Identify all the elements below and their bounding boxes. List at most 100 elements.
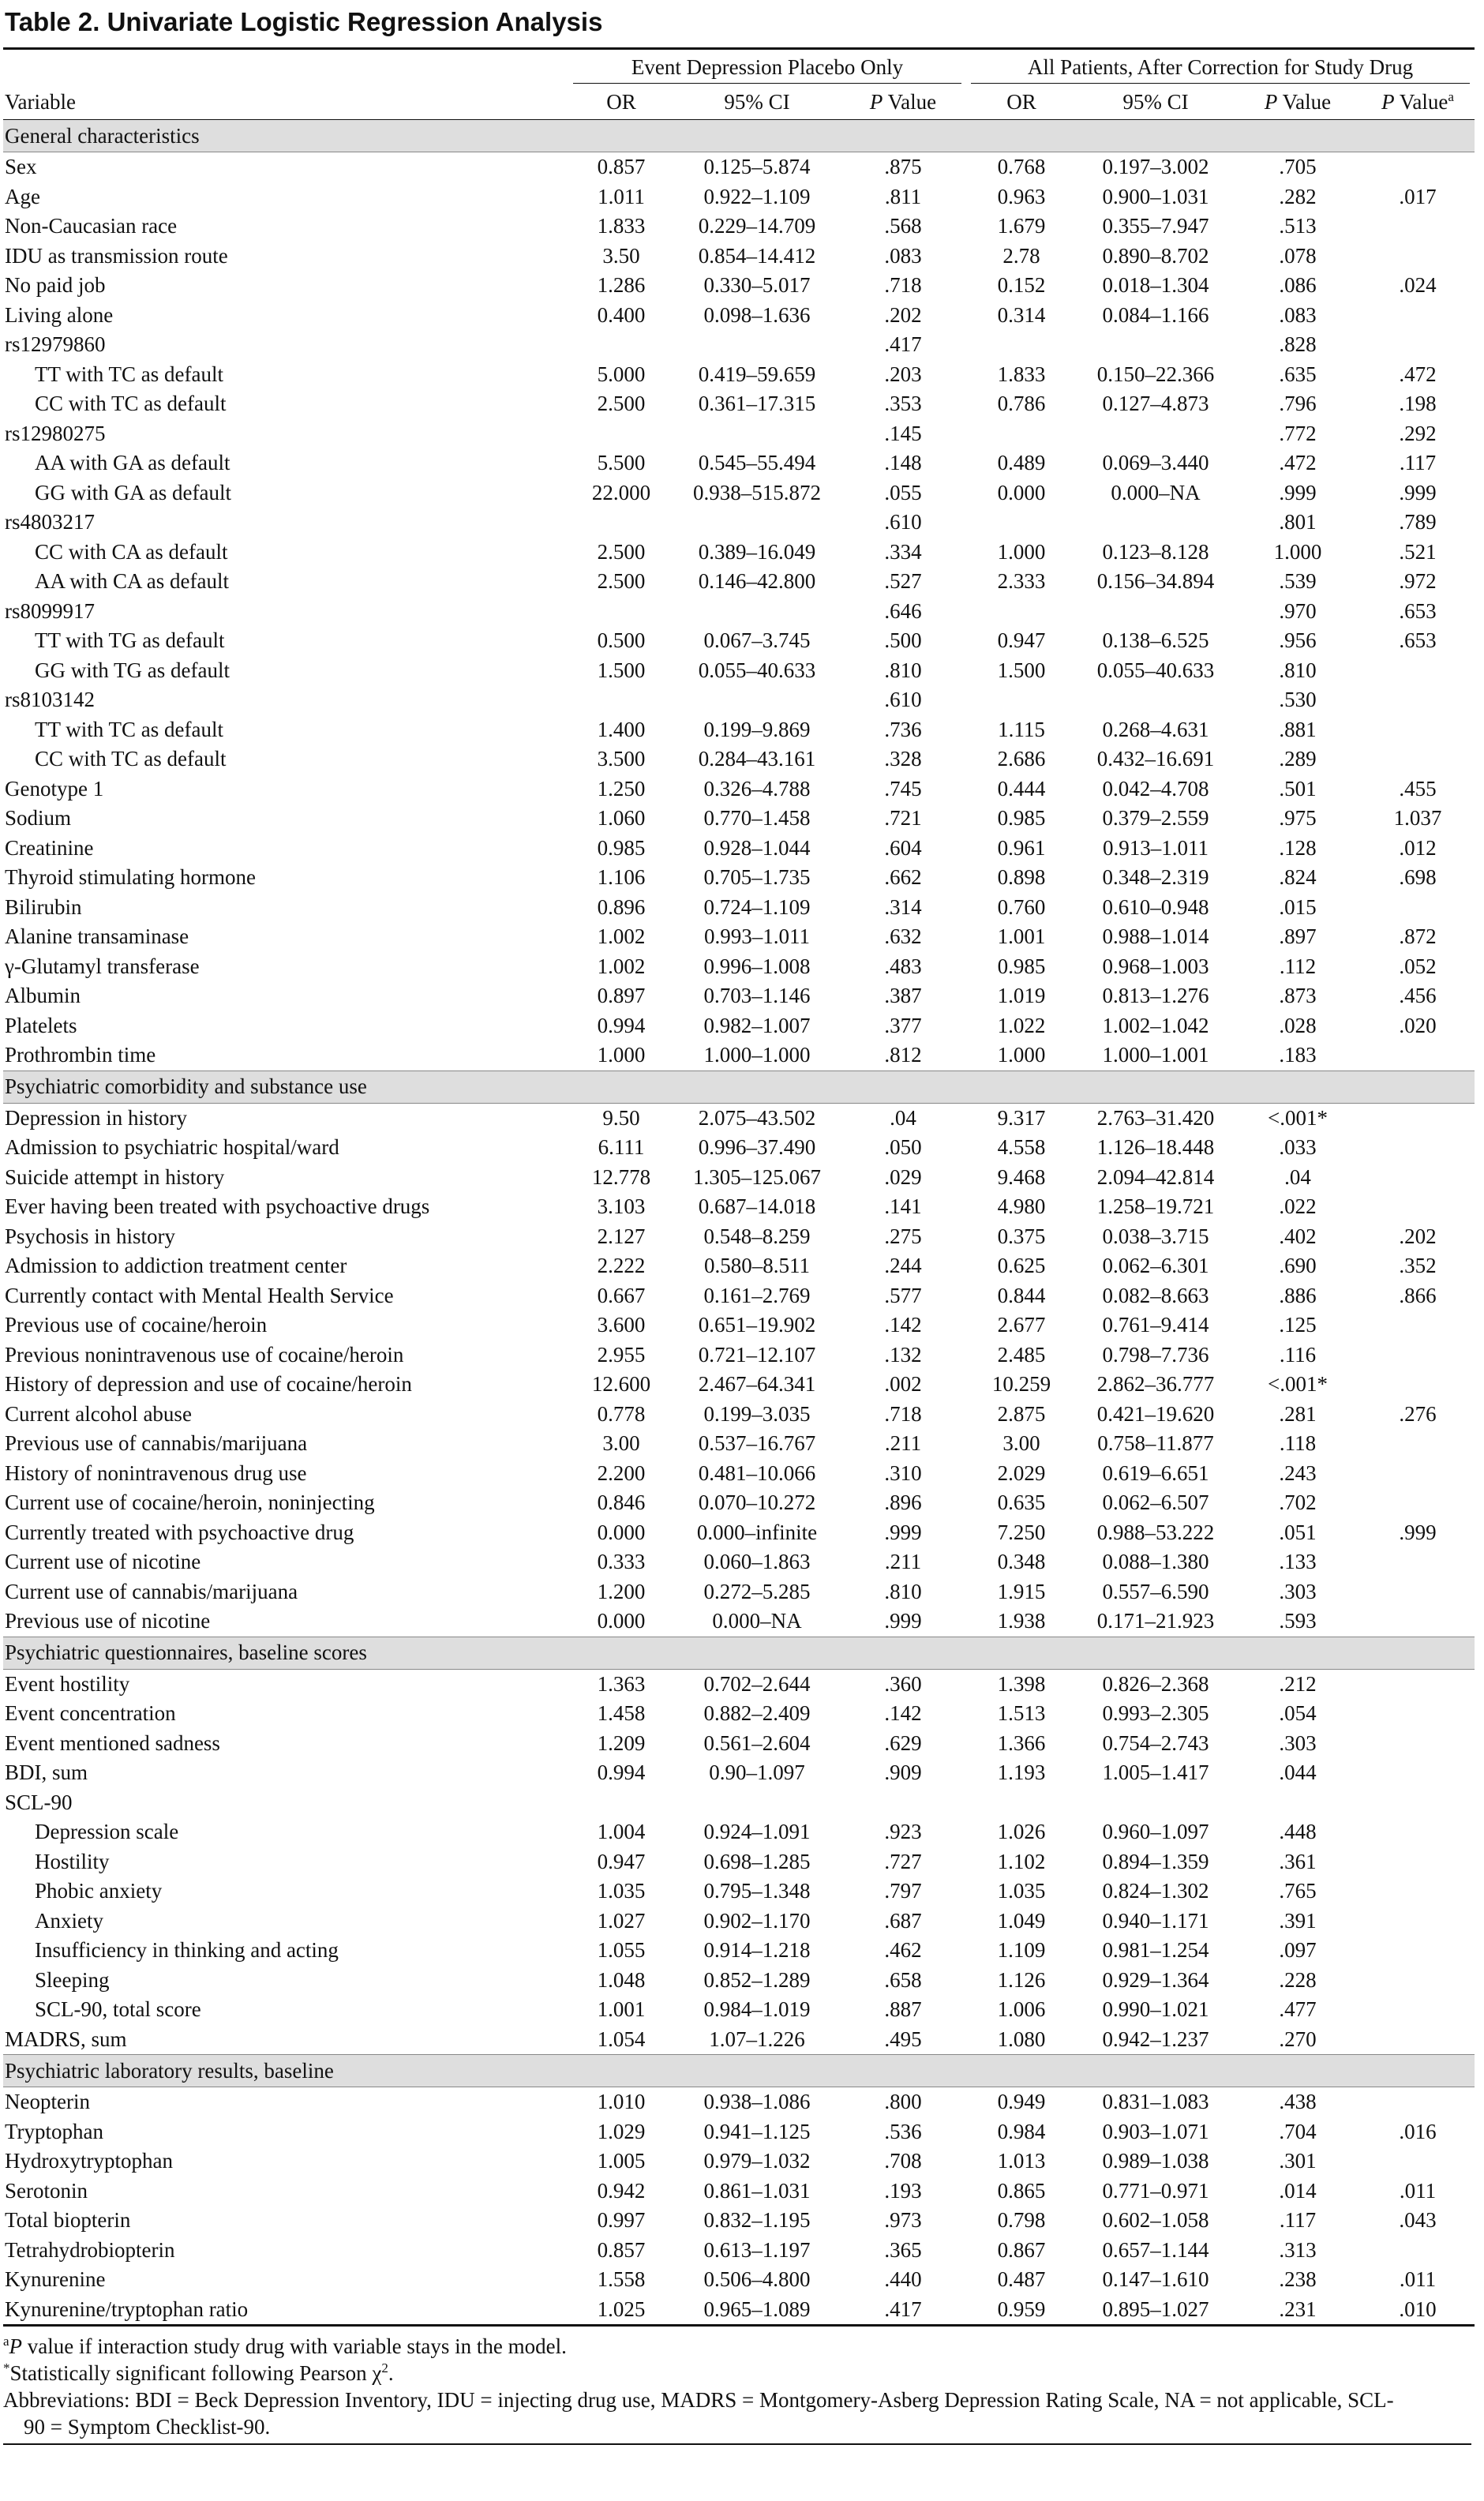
empty-cell xyxy=(1361,1488,1475,1518)
column-header: P Value xyxy=(1381,89,1448,114)
table-cell: 2.677 xyxy=(997,1313,1046,1337)
table-cell: 0.421–19.620 xyxy=(1096,1401,1215,1426)
table-row: Insufficiency in thinking and acting 1.05… xyxy=(3,1936,1475,1966)
table-cell: 0.444 xyxy=(997,776,1046,801)
table-cell: .033 xyxy=(1279,1135,1317,1160)
table-row: Event concentration 1.458 0.882–2.409 .142 1… xyxy=(3,1699,1475,1729)
table-cell: 0.548–8.259 xyxy=(703,1224,811,1248)
table-cell: 1.002 xyxy=(597,954,646,978)
table-cell: .896 xyxy=(884,1490,922,1515)
table-cell: 0.900–1.031 xyxy=(1102,184,1209,208)
table-cell: <.001* xyxy=(1268,1105,1328,1130)
table-cell: 0.635 xyxy=(997,1490,1046,1515)
data-table: Event Depression Placebo Only All Patient… xyxy=(3,50,1475,2327)
table-cell: .718 xyxy=(884,1401,922,1426)
table-cell: .128 xyxy=(1279,835,1317,860)
table-cell: .718 xyxy=(884,273,922,298)
table-cell: 0.389–16.049 xyxy=(698,539,816,564)
row-label: Event concentration xyxy=(5,1701,176,1726)
table-cell: 2.686 xyxy=(997,747,1046,771)
table-cell: .112 xyxy=(1279,954,1317,978)
table-cell: 0.330–5.017 xyxy=(703,273,811,298)
table-cell: .387 xyxy=(884,984,922,1008)
empty-cell xyxy=(1361,1788,1475,1818)
table-cell: 2.200 xyxy=(597,1460,646,1485)
table-row: rs4803217 .610 .801 .789 xyxy=(3,508,1475,538)
table-cell: 1.035 xyxy=(997,1879,1046,1903)
table-cell: .698 xyxy=(1399,865,1437,890)
table-cell: 0.545–55.494 xyxy=(698,451,816,475)
table-row: rs8103142 .610 .530 xyxy=(3,685,1475,715)
table-cell: .132 xyxy=(884,1342,922,1367)
table-row: No paid job 1.286 0.330–5.017 .718 0.152 0.01… xyxy=(3,271,1475,301)
table-cell: .203 xyxy=(884,362,922,386)
table-cell: .999 xyxy=(1399,480,1437,504)
table-cell: .212 xyxy=(1279,1671,1317,1696)
table-cell: .705 xyxy=(1279,155,1317,179)
table-row: History of nonintravenous drug use 2.200 0… xyxy=(3,1459,1475,1489)
table-cell: .402 xyxy=(1279,1224,1317,1248)
empty-cell xyxy=(966,1788,1077,1818)
table-cell: 0.902–1.170 xyxy=(703,1908,811,1933)
table-cell: 0.985 xyxy=(597,835,646,860)
row-label: Kynurenine xyxy=(5,2267,106,2292)
row-label: Hostility xyxy=(35,1849,110,1873)
table-cell: 0.171–21.923 xyxy=(1096,1609,1215,1633)
row-label: Psychosis in history xyxy=(5,1224,176,1248)
empty-cell xyxy=(674,419,840,449)
table-cell: 1.000 xyxy=(597,1043,646,1067)
table-cell: .472 xyxy=(1279,451,1317,475)
table-cell: .881 xyxy=(1279,717,1317,741)
table-cell: 0.993–2.305 xyxy=(1102,1701,1209,1726)
table-cell: .238 xyxy=(1279,2267,1317,2292)
table-cell: 2.862–36.777 xyxy=(1096,1372,1215,1397)
table-cell: 1.000–1.001 xyxy=(1102,1043,1209,1067)
empty-cell xyxy=(568,597,674,627)
column-header: P Value xyxy=(1264,89,1332,114)
table-cell: 0.984–1.019 xyxy=(703,1997,811,2022)
table-cell: .456 xyxy=(1399,984,1437,1008)
table-cell: 0.038–3.715 xyxy=(1102,1224,1209,1248)
table-cell: 0.996–1.008 xyxy=(703,954,811,978)
row-label: SCL-90, total score xyxy=(35,1997,201,2022)
table-cell: 0.90–1.097 xyxy=(709,1760,805,1785)
table-cell: 0.481–10.066 xyxy=(698,1460,816,1485)
table-cell: .017 xyxy=(1399,184,1437,208)
table-cell: .328 xyxy=(884,747,922,771)
row-label: Kynurenine/tryptophan ratio xyxy=(3,2294,568,2327)
group-cell: All Patients, After Correction for Study… xyxy=(966,50,1475,84)
row-label: TT with TC as default xyxy=(35,717,223,741)
table-cell: 0.993–1.011 xyxy=(704,924,810,949)
row-label: Creatinine xyxy=(5,835,94,860)
table-cell: .276 xyxy=(1399,1401,1437,1426)
table-cell: 0.229–14.709 xyxy=(698,214,816,238)
row-label: Event mentioned sadness xyxy=(5,1730,220,1755)
table-cell: 1.029 xyxy=(597,2119,646,2143)
table-cell: .690 xyxy=(1279,1254,1317,1278)
group-header: All Patients, After Correction for Study… xyxy=(971,51,1471,84)
table-cell: 4.980 xyxy=(997,1194,1046,1219)
empty-cell xyxy=(1361,1936,1475,1966)
table-cell: .044 xyxy=(1279,1760,1317,1785)
row-label: Previous use of nicotine xyxy=(5,1609,211,1633)
row-label: No paid job xyxy=(5,273,106,298)
table-cell: 0.894–1.359 xyxy=(1102,1849,1209,1873)
table-cell: 1.005 xyxy=(597,2149,646,2173)
table-cell: .04 xyxy=(890,1105,916,1130)
table-cell: 0.798 xyxy=(997,2208,1046,2233)
table-row: GG with TG as default 1.500 0.055–40.633 .8… xyxy=(3,656,1475,686)
table-cell: 1.938 xyxy=(997,1609,1046,1633)
row-label: Current use of cocaine/heroin, noninject… xyxy=(5,1490,375,1515)
table-cell: 0.795–1.348 xyxy=(703,1879,811,1903)
group-cell: Event Depression Placebo Only xyxy=(568,50,966,84)
table-row: Depression scale 1.004 0.924–1.091 .923 1.02… xyxy=(3,1817,1475,1847)
table-cell: 0.314 xyxy=(997,302,1046,327)
table-cell: 1.026 xyxy=(997,1820,1046,1844)
table-cell: 0.857 xyxy=(597,2237,646,2262)
table-cell: 10.259 xyxy=(991,1372,1051,1397)
table-cell: 1.002 xyxy=(597,924,646,949)
table-cell: 0.705–1.735 xyxy=(703,865,811,890)
table-cell: 1.07–1.226 xyxy=(709,2027,805,2051)
table-cell: 0.890–8.702 xyxy=(1102,243,1209,268)
table-cell: 3.00 xyxy=(1002,1431,1040,1456)
